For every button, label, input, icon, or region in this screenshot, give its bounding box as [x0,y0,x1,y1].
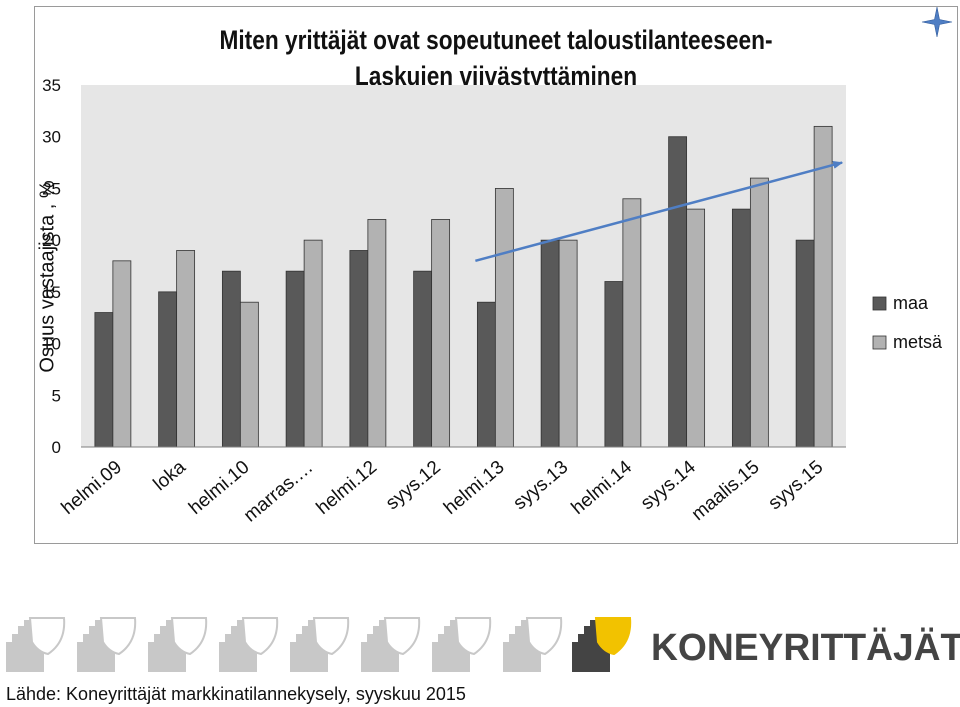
bar-maa-10 [731,208,751,448]
legend-swatch-maa [872,296,887,311]
logo-motif [219,617,279,672]
logo-motif-bowl [99,617,137,656]
logo-motif-bowl [241,617,279,656]
logo-wordmark: KONEYRITTÄJÄT [651,626,960,668]
logo-motif-bowl [170,617,208,656]
y-axis-label: Osuus vastaajista , % [36,180,59,373]
logo-motif-stairs [6,620,44,672]
star-icon [921,7,953,38]
bar-metsä-10 [749,177,769,448]
bar-metsä-9 [686,208,706,448]
logo-motif [148,617,208,672]
bar-chart: Miten yrittäjät ovat sopeutuneet taloust… [42,7,953,527]
bar-metsä-0 [112,260,132,448]
logo-motif [290,617,350,672]
logo-motif [361,617,421,672]
bar-metsä-11 [813,125,833,448]
logo-motif-stairs [219,620,257,672]
trend-arrow [475,161,844,263]
logo-motif-bowl [454,617,492,656]
bar-maa-7 [540,239,560,448]
bar-metsä-7 [558,239,578,448]
x-tick-label: loka [150,456,191,495]
bar-maa-2 [221,270,241,448]
x-tick-label: syys.12 [382,457,445,514]
logo-motif [6,617,66,672]
y-tick-label: 5 [52,386,61,405]
bar-maa-5 [413,270,433,448]
x-tick-label: helmi.13 [440,457,509,519]
x-tick-label: maalis.15 [688,457,764,525]
bar-maa-8 [604,281,624,448]
y-tick-label: 20 [42,231,61,250]
logo-motif-stairs [77,620,115,672]
y-tick-label: 10 [42,335,61,354]
y-tick-label: 0 [52,438,61,457]
logo-motif-bowl [312,617,350,656]
x-tick-label: marras.… [240,457,317,527]
y-tick-label: 25 [42,179,61,198]
logo-motif-bowl [594,617,632,656]
logo-motif-stairs [148,620,186,672]
bar-metsä-4 [367,219,387,448]
y-tick-label: 15 [42,283,61,302]
logo-motif-bowl [383,617,421,656]
plot-area [81,85,846,447]
bar-maa-11 [795,239,815,448]
bar-maa-4 [349,250,369,448]
bar-maa-9 [668,136,688,448]
source-note: Lähde: Koneyrittäjät markkinatilannekyse… [6,684,466,704]
koneyrittajat-logo: KONEYRITTÄJÄT [6,617,960,672]
logo-motif-stairs [503,620,541,672]
legend-label-metsä: metsä [893,332,943,352]
x-tick-label: helmi.12 [313,457,382,519]
bar-metsä-5 [431,219,451,448]
x-tick-label: syys.15 [764,457,827,514]
logo-motif-bowl [525,617,563,656]
y-tick-label: 30 [42,128,61,147]
x-tick-label: helmi.14 [568,456,637,519]
bar-metsä-6 [494,188,514,448]
logo-motif-bowl [28,617,66,656]
koneyrittajat-logo-banner: KONEYRITTÄJÄT [0,612,960,676]
logo-motif-stairs [361,620,399,672]
star-shape [921,7,953,38]
x-tick-label: helmi.09 [58,457,127,519]
y-tick-label: 35 [42,76,61,95]
bar-maa-3 [285,270,305,448]
bar-metsä-8 [622,198,642,448]
logo-motif [432,617,492,672]
logo-motif-stairs [572,620,610,672]
logo-motif [77,617,137,672]
logo-motif-stairs [432,620,470,672]
bar-maa-6 [476,301,496,448]
chart-title-line1: Miten yrittäjät ovat sopeutuneet taloust… [220,25,773,55]
bar-metsä-3 [303,239,323,448]
logo-motif [572,617,632,672]
x-tick-label: syys.13 [509,457,572,514]
bar-maa-1 [158,291,178,448]
legend-label-maa: maa [893,293,929,313]
logo-motif-stairs [290,620,328,672]
legend-swatch-metsä [872,335,887,350]
bar-maa-0 [94,312,114,448]
chart-frame: Miten yrittäjät ovat sopeutuneet taloust… [34,6,958,544]
logo-motif [503,617,563,672]
bar-metsä-2 [239,301,259,448]
bar-metsä-1 [176,250,196,448]
